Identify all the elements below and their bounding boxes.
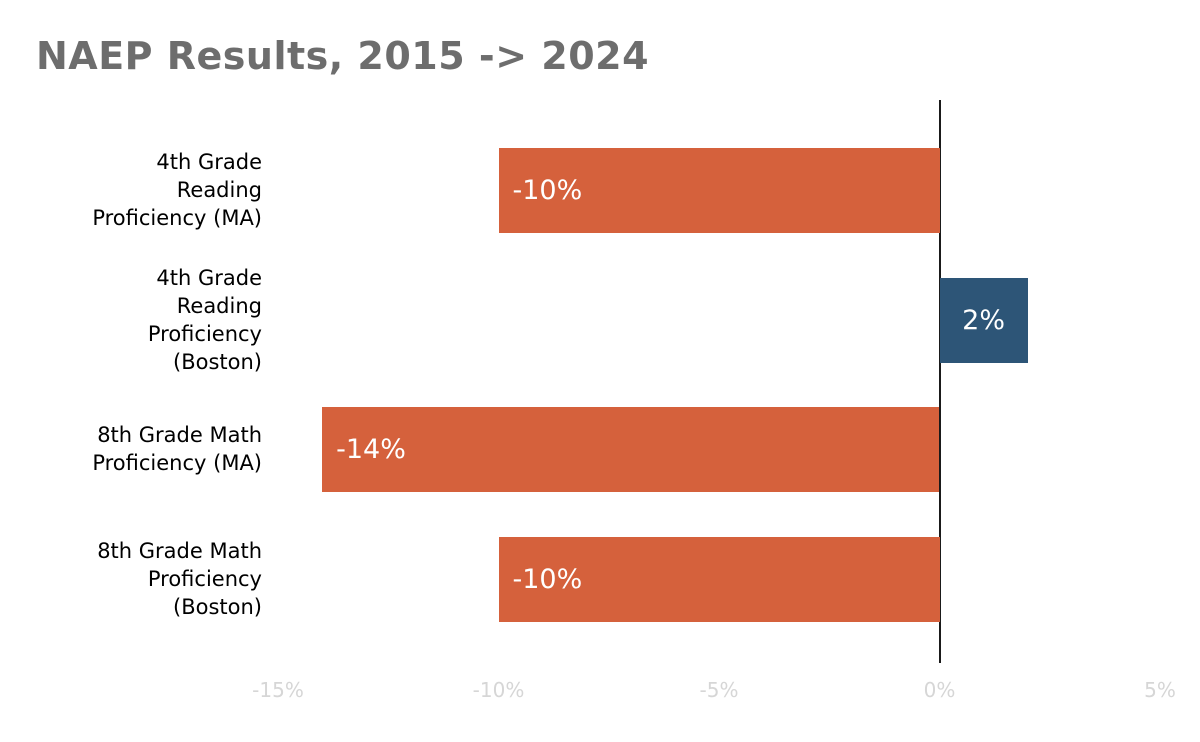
chart-title: NAEP Results, 2015 -> 2024 xyxy=(36,34,650,78)
category-label: 4th Grade Reading Proficiency (Boston) xyxy=(147,266,262,374)
x-tick-label: -5% xyxy=(699,678,739,702)
category-label: 4th Grade Reading Proficiency (MA) xyxy=(92,150,262,230)
bar-value-label: -14% xyxy=(336,433,406,465)
bar: -14% xyxy=(322,406,940,492)
bar-value-label: -10% xyxy=(512,174,583,206)
x-tick-label: -10% xyxy=(472,678,525,702)
x-tick-label: 0% xyxy=(923,678,956,702)
bar: -10% xyxy=(498,147,940,233)
zero-axis-line xyxy=(938,100,941,663)
bar: -10% xyxy=(498,536,940,622)
bar-value-label: -10% xyxy=(512,563,583,595)
bar: 2% xyxy=(939,277,1028,363)
category-label: 8th Grade Math Proficiency (MA) xyxy=(92,423,262,475)
category-label: 8th Grade Math Proficiency (Boston) xyxy=(97,539,262,619)
bar-value-label: 2% xyxy=(962,304,1006,336)
x-tick-label: 5% xyxy=(1144,678,1176,702)
x-tick-label: -15% xyxy=(252,678,304,702)
